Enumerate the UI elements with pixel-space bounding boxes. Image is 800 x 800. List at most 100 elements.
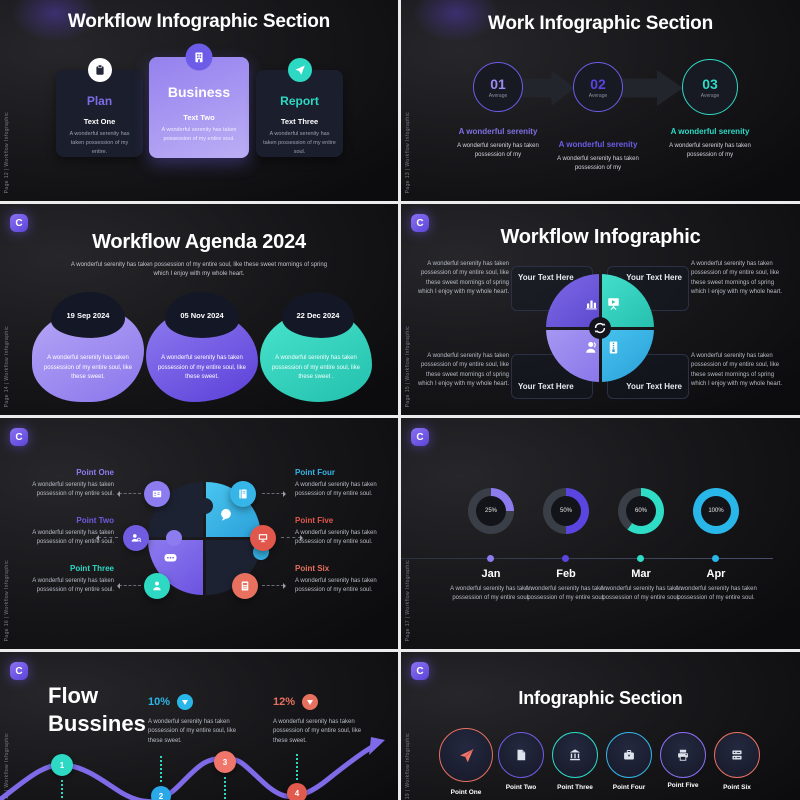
point-circle-label: Point Three [557,784,593,791]
card-report[interactable]: Report Text Three A wonderful serenity h… [256,58,343,157]
server-icon [732,750,742,760]
quadrant-paragraph-bl: A wonderful serenity has taken possessio… [417,353,509,387]
briefcase-icon [624,749,634,760]
point-circle-three[interactable] [552,732,598,778]
step-heading: A wonderful serenity [670,127,750,136]
dashed-arrow-right [281,534,303,541]
donut-percent: 100% [708,508,724,514]
point-circle-two[interactable] [498,732,544,778]
dotted-line [224,777,226,800]
slide-title: Infographic Section [518,688,683,708]
donut-jan[interactable]: 25% [468,488,514,534]
page-label: Page 13 | Workflow Infographic [405,111,411,193]
point-four-block: Point Four A wonderful serenity has take… [295,468,387,500]
chat-bubble-icon [221,508,231,521]
month-block-jan: Jan A wonderful serenity has taken posse… [441,568,541,604]
point-circle-four[interactable] [606,732,652,778]
stat-block-2: 12% A wonderful serenity has taken posse… [273,694,368,746]
milestone-blob-1[interactable]: 19 Sep 2024 A wonderful serenity has tak… [32,292,144,402]
brand-logo[interactable]: C [10,428,28,446]
timeline-dot[interactable] [712,555,719,562]
donut-mar[interactable]: 60% [618,488,664,534]
send-icon [459,748,474,762]
donut-percent: 50% [559,508,572,514]
slide-title: Workflow Agenda 2024 [92,231,306,253]
title-line-1: Flow [48,683,99,708]
month-label: Jan [481,568,501,580]
slide-infographic-section[interactable]: C Infographic Section Page 19 | Workflow… [401,652,800,800]
point-circle-one[interactable] [439,728,493,782]
book-icon [239,489,247,499]
stat-body: A wonderful serenity has taken possessio… [148,719,237,744]
brand-logo[interactable]: C [411,662,429,680]
point-circle-six[interactable] [714,732,760,778]
brand-logo[interactable]: C [411,214,429,232]
step-heading: A wonderful serenity [558,140,638,149]
donut-feb[interactable]: 50% [543,488,589,534]
slide-title: Workflow Infographic [500,226,701,248]
card-heading: Business [167,84,231,100]
step-body: A wonderful serenity has taken possessio… [457,143,539,159]
flow-node-4[interactable]: 4 [287,783,307,800]
satellite-id-card[interactable] [144,481,170,507]
slide-flow-bussines[interactable]: C Page 18 | Workflow Infographic Flow Bu… [0,652,398,800]
id-card-icon [152,490,162,498]
slide-workflow-infographic-section[interactable]: Workflow Infographic Section Page 12 | W… [0,0,398,201]
dotted-line [160,756,162,782]
arrow-right-shape [621,70,683,106]
slide-monthly-donuts[interactable]: C Page 17 | Workflow Infographic 25% 50%… [401,418,800,649]
flow-node-1[interactable]: 1 [51,754,73,776]
point-body: A wonderful serenity has taken possessio… [295,482,377,498]
milestone-date: 19 Sep 2024 [51,292,125,338]
slide-work-infographic-section[interactable]: Work Infographic Section Page 13 | Workf… [401,0,800,201]
card-subheading: Text One [83,117,116,126]
brand-logo[interactable]: C [10,214,28,232]
milestone-blob-2[interactable]: 05 Nov 2024 A wonderful serenity has tak… [146,292,258,402]
dotted-line [296,754,298,780]
brand-logo[interactable]: C [10,662,28,680]
satellite-book[interactable] [230,481,256,507]
step-body: A wonderful serenity has taken possessio… [669,143,751,159]
step-text-1: A wonderful serenity A wonderful serenit… [443,127,553,161]
dashed-arrow-left [96,534,118,541]
point-five-block: Point Five A wonderful serenity has take… [295,516,387,548]
quadrant-paragraph-tr: A wonderful serenity has taken possessio… [691,261,783,295]
milestone-body: A wonderful serenity has taken possessio… [157,355,247,381]
donut-apr[interactable]: 100% [693,488,739,534]
point-body: A wonderful serenity has taken possessio… [295,578,377,594]
puzzle-knob-dark [197,498,213,514]
milestone-blob-3[interactable]: 22 Dec 2024 A wonderful serenity has tak… [260,292,372,402]
satellite-user[interactable] [144,573,170,599]
point-circle-five[interactable] [660,732,706,778]
brand-logo[interactable]: C [411,428,429,446]
step-circle-03[interactable]: 03 Average [682,59,738,115]
flow-node-3[interactable]: 3 [214,751,236,773]
card-business[interactable]: Business Text Two A wonderful serenity h… [149,43,249,158]
flow-node-2[interactable]: 2 [151,786,171,800]
quadrant-paragraph-br: A wonderful serenity has taken possessio… [691,353,783,387]
timeline-dot[interactable] [562,555,569,562]
point-circle-label: Point Four [612,784,646,791]
step-text-3: A wonderful serenity A wonderful serenit… [655,127,765,161]
slide-workflow-infographic-quadrants[interactable]: C Workflow Infographic Page 15 | Workflo… [401,204,800,415]
stat-body: A wonderful serenity has taken possessio… [273,719,362,744]
page-label: Page 16 | Workflow Infographic [4,559,10,641]
point-body: A wonderful serenity has taken possessio… [32,578,114,594]
card-plan[interactable]: Plan Text One A wonderful serenity has t… [56,58,143,157]
timeline-dot[interactable] [637,555,644,562]
slide-workflow-agenda[interactable]: C Workflow Agenda 2024 A wonderful seren… [0,204,398,415]
point-label: Point Six [295,564,330,573]
quadrant-circle[interactable] [546,274,654,382]
step-circle-01[interactable]: 01 Average [473,62,523,112]
slide-puzzle-points[interactable]: C Page 16 | Workflow Infographic [0,418,398,649]
milestone-date: 22 Dec 2024 [282,292,354,338]
satellite-user-search[interactable] [123,525,149,551]
satellite-journal[interactable] [232,573,258,599]
milestone-body: A wonderful serenity has taken possessio… [271,355,361,381]
printer-icon [678,749,688,761]
point-label: Point Five [295,516,334,525]
satellite-monitor[interactable] [250,525,276,551]
timeline-dot[interactable] [487,555,494,562]
month-label: Mar [631,568,651,580]
step-circle-02[interactable]: 02 Average [573,62,623,112]
